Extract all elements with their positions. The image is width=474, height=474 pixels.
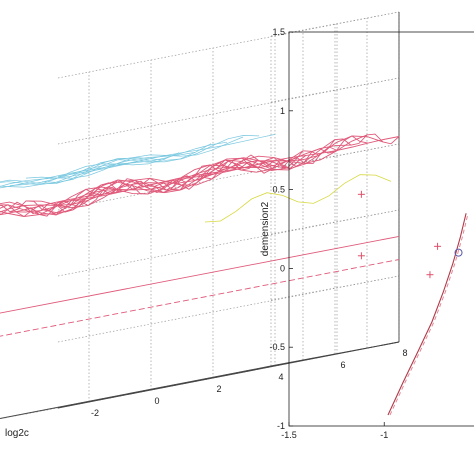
grid-line bbox=[57, 11, 400, 79]
main-surface-line bbox=[270, 133, 400, 169]
surface-meshes bbox=[0, 133, 400, 337]
main-surface-line bbox=[57, 136, 400, 203]
main-surface-line bbox=[115, 160, 245, 195]
surface-x-axis-label: log2c bbox=[5, 428, 29, 439]
upper-surface-line bbox=[9, 141, 228, 186]
x-tick-label: 6 bbox=[340, 360, 345, 370]
circle-marker bbox=[454, 248, 463, 257]
grid-line bbox=[57, 77, 400, 145]
main-surface-line bbox=[25, 134, 368, 209]
scatter-points bbox=[357, 190, 463, 279]
scatter-panel: 1.510.50-0.5-1 -1.5 -1 demension2 bbox=[260, 27, 474, 440]
plus-marker bbox=[357, 190, 365, 198]
grid-line bbox=[0, 365, 272, 419]
lower-contour-line bbox=[0, 259, 400, 337]
y-tick-label: 1 bbox=[280, 106, 285, 116]
grid-line bbox=[0, 359, 304, 420]
y-tick-label: -0.5 bbox=[269, 342, 285, 352]
scatter-x-ticks: -1.5 -1 bbox=[281, 422, 388, 440]
scatter-y-ticks: 1.5 1 0.5 0 -0.5 -1 bbox=[269, 27, 293, 431]
grid-line bbox=[0, 401, 90, 420]
upper-surface-line bbox=[0, 143, 212, 185]
x-tick-label: 0 bbox=[154, 396, 159, 406]
scatter-plot-frame bbox=[288, 31, 474, 427]
x-tick-label: 8 bbox=[402, 348, 407, 358]
axis-edge bbox=[57, 341, 400, 409]
surface-grid bbox=[0, 11, 400, 420]
main-surface-line bbox=[0, 197, 90, 215]
grid-line bbox=[57, 143, 400, 211]
main-surface-line bbox=[239, 135, 369, 174]
x-tick-label: -1 bbox=[380, 430, 388, 440]
upper-surface-line bbox=[0, 152, 180, 188]
main-surface-line bbox=[0, 186, 121, 218]
main-surface-line bbox=[146, 154, 276, 194]
upper-surface-line bbox=[57, 134, 276, 177]
main-surface-line bbox=[53, 177, 183, 208]
plus-marker bbox=[434, 242, 442, 250]
axis-edge bbox=[0, 365, 272, 419]
main-surface-line bbox=[0, 159, 288, 215]
x-tick-label: -2 bbox=[91, 408, 99, 418]
y-tick-label: 0.5 bbox=[272, 185, 285, 195]
y-tick-label: 1.5 bbox=[272, 27, 285, 37]
scatter-curve-group bbox=[387, 213, 469, 416]
main-surface-line bbox=[22, 178, 152, 217]
upper-surface-line bbox=[0, 158, 148, 189]
main-surface-line bbox=[84, 172, 214, 198]
x-tick-label: 4 bbox=[278, 372, 283, 382]
mid-surface-line bbox=[204, 174, 392, 223]
main-surface-line bbox=[208, 146, 338, 174]
y-tick-label: -1 bbox=[277, 421, 285, 431]
surface-panel: -2 0 2 4 6 8 log2c bbox=[0, 11, 408, 439]
decision-curve-dashed bbox=[389, 213, 469, 416]
x-tick-label: 2 bbox=[216, 384, 221, 394]
grid-line bbox=[57, 209, 400, 277]
x-tick-label: -1.5 bbox=[281, 430, 297, 440]
y-tick-label: 0 bbox=[280, 263, 285, 273]
plus-marker bbox=[357, 252, 365, 260]
main-surface-line bbox=[0, 150, 304, 217]
surface-x-ticks: -2 0 2 4 6 8 bbox=[91, 348, 408, 418]
scatter-y-axis-label: demension2 bbox=[260, 201, 271, 256]
decision-curve bbox=[387, 213, 467, 416]
main-surface-line bbox=[0, 200, 59, 213]
main-surface-line bbox=[0, 154, 320, 213]
grid-line bbox=[57, 275, 400, 343]
lower-contour-line bbox=[0, 235, 400, 314]
plus-marker bbox=[426, 271, 434, 279]
